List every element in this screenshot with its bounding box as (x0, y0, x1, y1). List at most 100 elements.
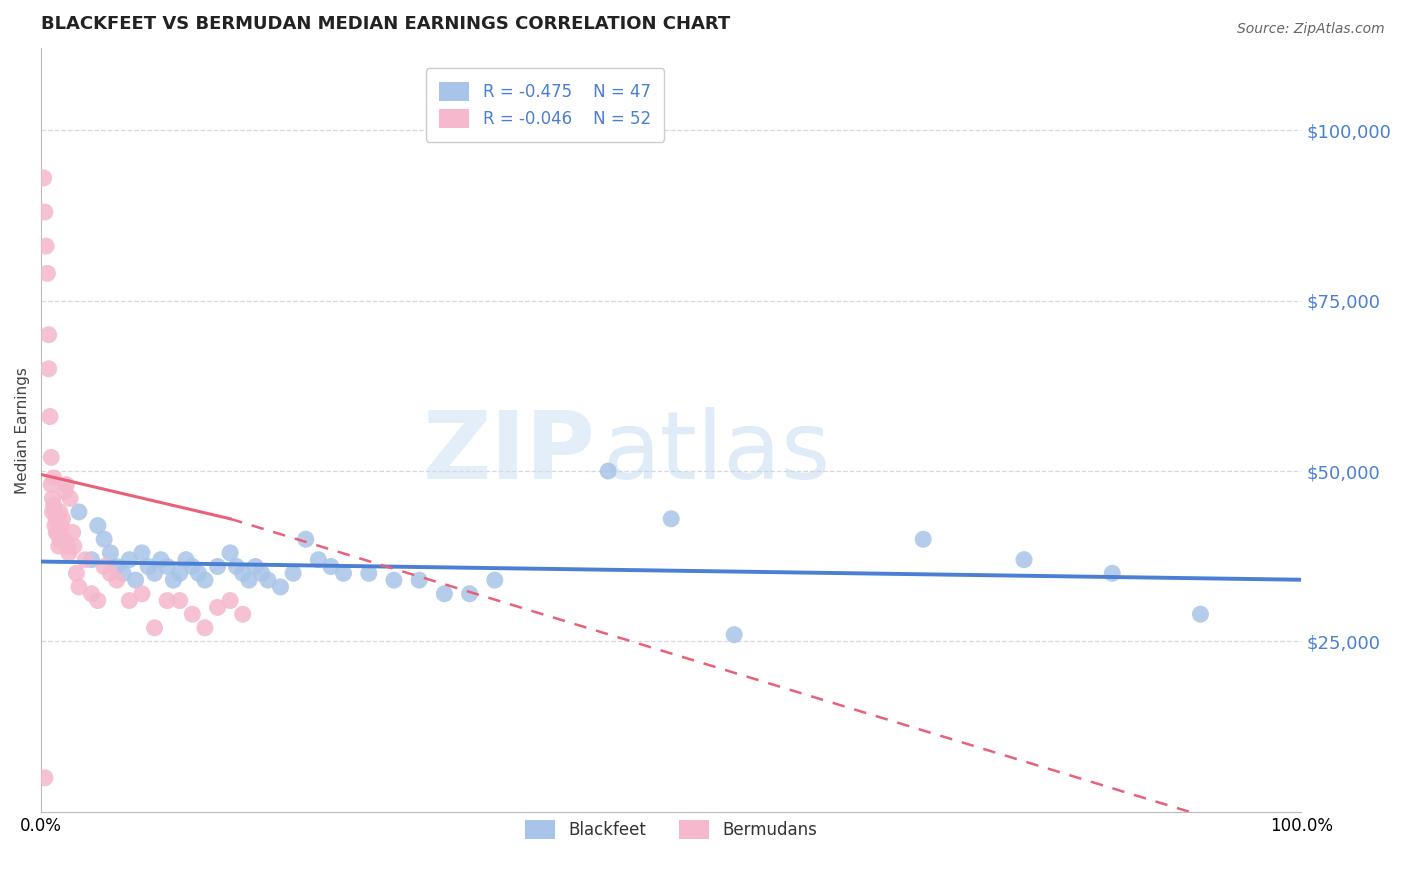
Point (156, 593, 179, 607)
Point (294, 533, 316, 547)
Point (169, 593, 191, 607)
Point (357, 566, 380, 581)
Point (238, 573, 260, 587)
Point (181, 607, 204, 622)
Point (408, 573, 430, 587)
Point (143, 566, 166, 581)
Point (46, 525, 69, 540)
Point (118, 593, 141, 607)
Point (181, 559, 204, 574)
Point (250, 566, 273, 581)
Point (56, 539, 79, 553)
Point (1012, 552, 1035, 566)
Point (80, 587, 103, 601)
Point (118, 552, 141, 566)
Point (34, 205, 56, 219)
Point (225, 559, 247, 574)
Point (35, 239, 58, 253)
Point (45, 525, 67, 540)
Point (723, 627, 745, 641)
Point (131, 546, 153, 560)
Point (207, 559, 229, 574)
Point (219, 546, 242, 560)
Point (912, 533, 935, 547)
Point (55, 477, 77, 491)
Point (80, 552, 103, 566)
Point (58, 546, 80, 560)
Point (187, 566, 209, 581)
Point (67, 580, 90, 594)
Point (46, 512, 69, 526)
Point (307, 552, 329, 566)
Point (51, 512, 73, 526)
Point (62, 525, 84, 540)
Point (124, 573, 146, 587)
Point (1101, 566, 1123, 581)
Point (52, 533, 75, 547)
Point (41, 505, 63, 519)
Point (270, 580, 292, 594)
Text: ZIP: ZIP (423, 407, 596, 499)
Point (48, 539, 70, 553)
Point (51, 518, 73, 533)
Point (65, 566, 87, 581)
Point (93, 559, 115, 574)
Point (194, 621, 217, 635)
Point (105, 559, 128, 574)
Point (382, 573, 405, 587)
Point (169, 566, 191, 581)
Text: Source: ZipAtlas.com: Source: ZipAtlas.com (1237, 22, 1385, 37)
Text: BLACKFEET VS BERMUDAN MEDIAN EARNINGS CORRELATION CHART: BLACKFEET VS BERMUDAN MEDIAN EARNINGS CO… (41, 15, 730, 33)
Point (45, 512, 67, 526)
Point (319, 559, 342, 574)
Point (174, 552, 197, 566)
Point (1189, 607, 1212, 622)
Point (232, 607, 254, 622)
Point (32, 171, 55, 186)
Point (207, 600, 229, 615)
Point (257, 573, 280, 587)
Point (433, 587, 456, 601)
Point (281, 566, 304, 581)
Legend: Blackfeet, Bermudans: Blackfeet, Bermudans (519, 813, 824, 846)
Point (219, 593, 242, 607)
Point (143, 621, 166, 635)
Point (131, 587, 153, 601)
Point (245, 559, 267, 574)
Point (49, 533, 72, 547)
Point (48, 525, 70, 540)
Point (41, 491, 63, 506)
Point (87, 518, 110, 533)
Point (42, 471, 65, 485)
Text: atlas: atlas (602, 407, 830, 499)
Point (156, 559, 179, 574)
Point (484, 573, 506, 587)
Point (232, 566, 254, 581)
Point (111, 566, 134, 581)
Point (105, 573, 128, 587)
Point (149, 552, 172, 566)
Point (44, 518, 66, 533)
Point (53, 484, 76, 499)
Y-axis label: Median Earnings: Median Earnings (15, 367, 30, 493)
Point (39, 450, 62, 465)
Point (42, 498, 65, 512)
Point (75, 552, 97, 566)
Point (194, 573, 217, 587)
Point (39, 409, 62, 424)
Point (598, 464, 620, 478)
Point (458, 587, 481, 601)
Point (34, 771, 56, 785)
Point (59, 491, 82, 506)
Point (38, 327, 60, 342)
Point (100, 546, 122, 560)
Point (49, 505, 72, 519)
Point (332, 566, 354, 581)
Point (37, 266, 59, 280)
Point (100, 566, 122, 581)
Point (63, 539, 86, 553)
Point (659, 512, 682, 526)
Point (136, 559, 159, 574)
Point (87, 593, 110, 607)
Point (39, 477, 62, 491)
